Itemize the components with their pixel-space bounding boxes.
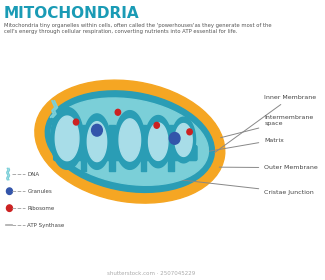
Polygon shape <box>149 123 168 160</box>
Polygon shape <box>145 116 172 168</box>
Polygon shape <box>175 123 192 157</box>
Text: Intermembrane
space: Intermembrane space <box>221 115 314 138</box>
Circle shape <box>154 122 159 128</box>
Polygon shape <box>84 114 111 169</box>
Text: Cristae Junction: Cristae Junction <box>162 178 314 195</box>
Text: shutterstock.com · 2507045229: shutterstock.com · 2507045229 <box>107 271 195 276</box>
Polygon shape <box>87 122 107 162</box>
Text: Granules: Granules <box>27 189 52 194</box>
Text: Inner Membrane: Inner Membrane <box>214 95 316 153</box>
Circle shape <box>169 132 180 144</box>
FancyBboxPatch shape <box>54 146 197 160</box>
Circle shape <box>92 124 102 136</box>
Text: ATP Synthase: ATP Synthase <box>27 223 65 228</box>
Polygon shape <box>115 111 145 169</box>
Circle shape <box>73 119 79 125</box>
Text: MITOCHONDRIA: MITOCHONDRIA <box>4 6 139 21</box>
Ellipse shape <box>35 80 225 203</box>
Text: Outer Membrane: Outer Membrane <box>219 165 318 170</box>
Polygon shape <box>51 108 84 169</box>
Ellipse shape <box>45 91 215 192</box>
Polygon shape <box>119 119 141 161</box>
Polygon shape <box>55 116 79 161</box>
Circle shape <box>187 129 192 135</box>
Text: Matrix: Matrix <box>201 137 284 153</box>
Text: DNA: DNA <box>27 172 40 177</box>
Text: Mitochondria tiny organelles within cells, often called the 'powerhouses'as they: Mitochondria tiny organelles within cell… <box>4 23 271 34</box>
Circle shape <box>115 109 121 115</box>
Polygon shape <box>172 117 196 163</box>
Ellipse shape <box>51 98 208 185</box>
Circle shape <box>6 188 12 195</box>
Circle shape <box>6 205 12 211</box>
Text: Ribosome: Ribosome <box>27 206 55 211</box>
